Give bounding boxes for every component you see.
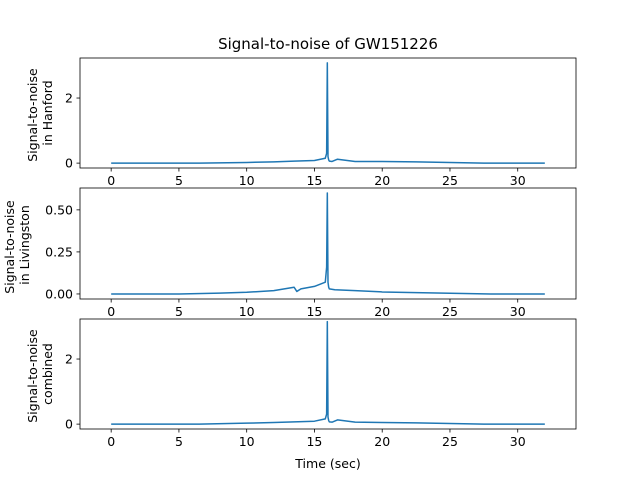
x-tick-label-combined-20: 20 xyxy=(374,434,390,449)
x-tick-label-hanford-20: 20 xyxy=(374,173,390,188)
x-tick-label-livingston-15: 15 xyxy=(306,304,322,319)
ylabel-hanford-line-2: in Hanford xyxy=(40,80,55,145)
y-tick-label-livingston-1: 0.25 xyxy=(45,244,73,259)
y-tick-label-livingston-2: 0.50 xyxy=(45,202,73,217)
x-tick-label-hanford-10: 10 xyxy=(239,173,255,188)
panel-livingston: Signal-to-noise in Livingston 0 5 10 15 20 25… xyxy=(2,187,577,319)
x-tick-label-livingston-25: 25 xyxy=(442,304,458,319)
series-line-hanford-0 xyxy=(111,62,545,164)
x-tick-label-livingston-0: 0 xyxy=(107,304,115,319)
y-tick-label-livingston-0: 0.00 xyxy=(45,286,73,301)
x-tick-label-hanford-0: 0 xyxy=(107,173,115,188)
axes-frame-livingston xyxy=(79,187,577,300)
series-line-combined-0 xyxy=(111,320,545,425)
axes-frame-combined xyxy=(79,318,577,430)
ylabel-livingston: Signal-to-noise in Livingston xyxy=(2,196,32,293)
x-tick-label-combined-25: 25 xyxy=(442,434,458,449)
x-tick-label-combined-30: 30 xyxy=(510,434,526,449)
ylabel-livingston-line-1: Signal-to-noise xyxy=(2,200,17,294)
x-tick-label-hanford-15: 15 xyxy=(306,173,322,188)
x-tick-label-livingston-30: 30 xyxy=(510,304,526,319)
axes-frame-hanford xyxy=(79,57,577,169)
y-tick-label-combined-0: 0 xyxy=(65,417,73,432)
y-tick-label-hanford-1: 2 xyxy=(65,91,73,106)
x-tick-label-livingston-5: 5 xyxy=(175,304,183,319)
x-axis-label: Time (sec) xyxy=(294,456,360,471)
ylabel-combined: Signal-to-noise combined xyxy=(25,325,55,422)
x-tick-label-combined-5: 5 xyxy=(175,434,183,449)
x-tick-label-hanford-30: 30 xyxy=(510,173,526,188)
x-tick-label-livingston-10: 10 xyxy=(239,304,255,319)
x-tick-label-combined-0: 0 xyxy=(107,434,115,449)
ylabel-livingston-line-2: in Livingston xyxy=(17,205,32,285)
x-tick-label-livingston-20: 20 xyxy=(374,304,390,319)
x-tick-label-hanford-25: 25 xyxy=(442,173,458,188)
ylabel-combined-line-2: combined xyxy=(40,343,55,405)
x-tick-label-hanford-5: 5 xyxy=(175,173,183,188)
chart-title: Signal-to-noise of GW151226 xyxy=(218,35,438,53)
panel-hanford: Signal-to-noise in Hanford 0 5 10 15 20 25 30 0… xyxy=(25,57,577,188)
x-tick-label-combined-10: 10 xyxy=(239,434,255,449)
x-tick-label-combined-15: 15 xyxy=(306,434,322,449)
y-tick-label-hanford-0: 0 xyxy=(65,156,73,171)
ylabel-hanford-line-1: Signal-to-noise xyxy=(25,68,40,162)
panel-combined: Signal-to-noise combined 0 5 10 15 20 25 30 0 2 xyxy=(25,318,577,449)
y-tick-label-combined-1: 2 xyxy=(65,352,73,367)
series-line-livingston-0 xyxy=(111,192,545,295)
ylabel-combined-line-1: Signal-to-noise xyxy=(25,329,40,423)
ylabel-hanford: Signal-to-noise in Hanford xyxy=(25,64,55,161)
